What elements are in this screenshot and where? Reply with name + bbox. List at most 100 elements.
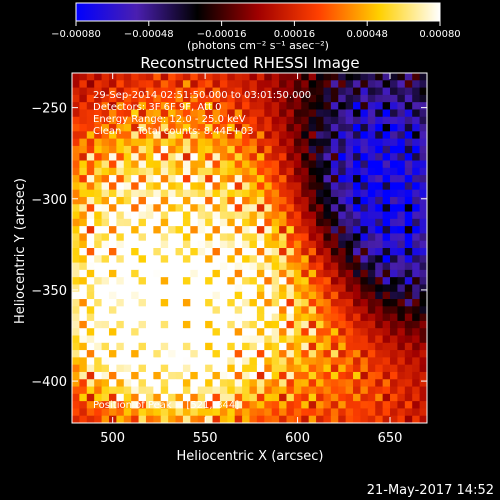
heatmap-cell xyxy=(205,357,214,366)
heatmap-cell xyxy=(182,73,191,81)
heatmap-cell xyxy=(323,116,332,125)
heatmap-cell xyxy=(279,306,288,315)
heatmap-cell xyxy=(256,218,265,227)
heatmap-cell xyxy=(271,80,280,89)
heatmap-cell xyxy=(79,211,88,220)
heatmap-cell xyxy=(256,393,265,402)
heatmap-cell xyxy=(153,255,162,264)
heatmap-cell xyxy=(116,124,125,132)
heatmap-cell xyxy=(367,320,376,329)
heatmap-cell xyxy=(360,167,369,176)
heatmap-cell xyxy=(116,393,125,402)
heatmap-cell xyxy=(360,415,369,423)
heatmap-cell xyxy=(279,87,288,96)
heatmap-cell xyxy=(175,313,184,322)
heatmap-cell xyxy=(308,313,317,322)
heatmap-cell xyxy=(234,364,243,373)
heatmap-cell xyxy=(264,167,273,176)
heatmap-cell xyxy=(256,401,265,410)
heatmap-cell xyxy=(116,211,125,220)
heatmap-cell xyxy=(72,145,80,154)
heatmap-cell xyxy=(249,240,258,249)
heatmap-cell xyxy=(242,94,251,103)
heatmap-cell xyxy=(108,386,117,395)
heatmap-cell xyxy=(308,73,317,81)
heatmap-cell xyxy=(108,153,117,162)
heatmap-cell xyxy=(382,94,391,103)
heatmap-cell xyxy=(264,415,273,423)
heatmap-cell xyxy=(279,408,288,417)
heatmap-cell xyxy=(301,255,310,264)
heatmap-cell xyxy=(123,124,132,132)
heatmap-cell xyxy=(316,284,325,293)
heatmap-cell xyxy=(160,226,169,235)
heatmap-cell xyxy=(360,393,369,402)
heatmap-cell xyxy=(153,299,162,307)
heatmap-cell xyxy=(79,196,88,205)
heatmap-cell xyxy=(323,320,332,329)
heatmap-cell xyxy=(353,124,362,132)
heatmap-cell xyxy=(316,204,325,213)
heatmap-cell xyxy=(264,109,273,118)
heatmap-cell xyxy=(175,204,184,213)
annotation-line: Detectors: 3F 6F 9F, Att 0 xyxy=(93,102,221,113)
heatmap-cell xyxy=(153,175,162,183)
heatmap-cell xyxy=(375,167,384,176)
heatmap-cell xyxy=(397,350,406,358)
heatmap-cell xyxy=(382,73,391,81)
heatmap-cell xyxy=(205,386,214,395)
heatmap-cell xyxy=(182,335,191,344)
heatmap-cell xyxy=(212,80,221,89)
heatmap-cell xyxy=(286,167,295,176)
heatmap-cell xyxy=(323,211,332,220)
heatmap-cell xyxy=(94,124,103,132)
heatmap-cell xyxy=(160,233,169,242)
heatmap-cell xyxy=(404,182,413,191)
heatmap-cell xyxy=(72,167,80,176)
heatmap-cell xyxy=(205,284,214,293)
heatmap-cell xyxy=(249,364,258,373)
heatmap-cell xyxy=(108,262,117,271)
heatmap-cell xyxy=(242,371,251,380)
heatmap-cell xyxy=(227,320,236,329)
heatmap-cell xyxy=(308,211,317,220)
heatmap-cell xyxy=(182,306,191,315)
heatmap-cell xyxy=(138,204,147,213)
heatmap-cell xyxy=(153,364,162,373)
heatmap-cell xyxy=(308,371,317,380)
heatmap-cell xyxy=(145,94,154,103)
heatmap-cell xyxy=(397,379,406,388)
heatmap-cell xyxy=(145,211,154,220)
heatmap-cell xyxy=(286,313,295,322)
heatmap-cell xyxy=(94,218,103,227)
heatmap-cell xyxy=(219,401,228,410)
heatmap-cell xyxy=(316,357,325,366)
heatmap-cell xyxy=(153,160,162,169)
heatmap-cell xyxy=(301,167,310,176)
heatmap-cell xyxy=(264,393,273,402)
heatmap-cell xyxy=(227,233,236,242)
heatmap-cell xyxy=(79,138,88,147)
heatmap-cell xyxy=(234,160,243,169)
heatmap-cell xyxy=(197,350,206,358)
heatmap-cell xyxy=(316,371,325,380)
heatmap-cell xyxy=(338,401,347,410)
heatmap-cell xyxy=(249,138,258,147)
annotation-line: Energy Range: 12.0 - 25.0 keV xyxy=(93,114,246,125)
heatmap-cell xyxy=(338,408,347,417)
heatmap-cell xyxy=(360,284,369,293)
heatmap-cell xyxy=(101,408,110,417)
heatmap-cell xyxy=(101,320,110,329)
heatmap-cell xyxy=(308,277,317,286)
heatmap-cell xyxy=(316,291,325,300)
heatmap-cell xyxy=(168,379,177,388)
heatmap-cell xyxy=(242,153,251,162)
heatmap-cell xyxy=(412,175,421,183)
heatmap-cell xyxy=(212,218,221,227)
heatmap-cell xyxy=(79,342,88,351)
heatmap-cell xyxy=(116,299,125,307)
heatmap-cell xyxy=(286,218,295,227)
heatmap-cell xyxy=(249,175,258,183)
heatmap-cell xyxy=(264,386,273,395)
heatmap-cell xyxy=(190,313,199,322)
